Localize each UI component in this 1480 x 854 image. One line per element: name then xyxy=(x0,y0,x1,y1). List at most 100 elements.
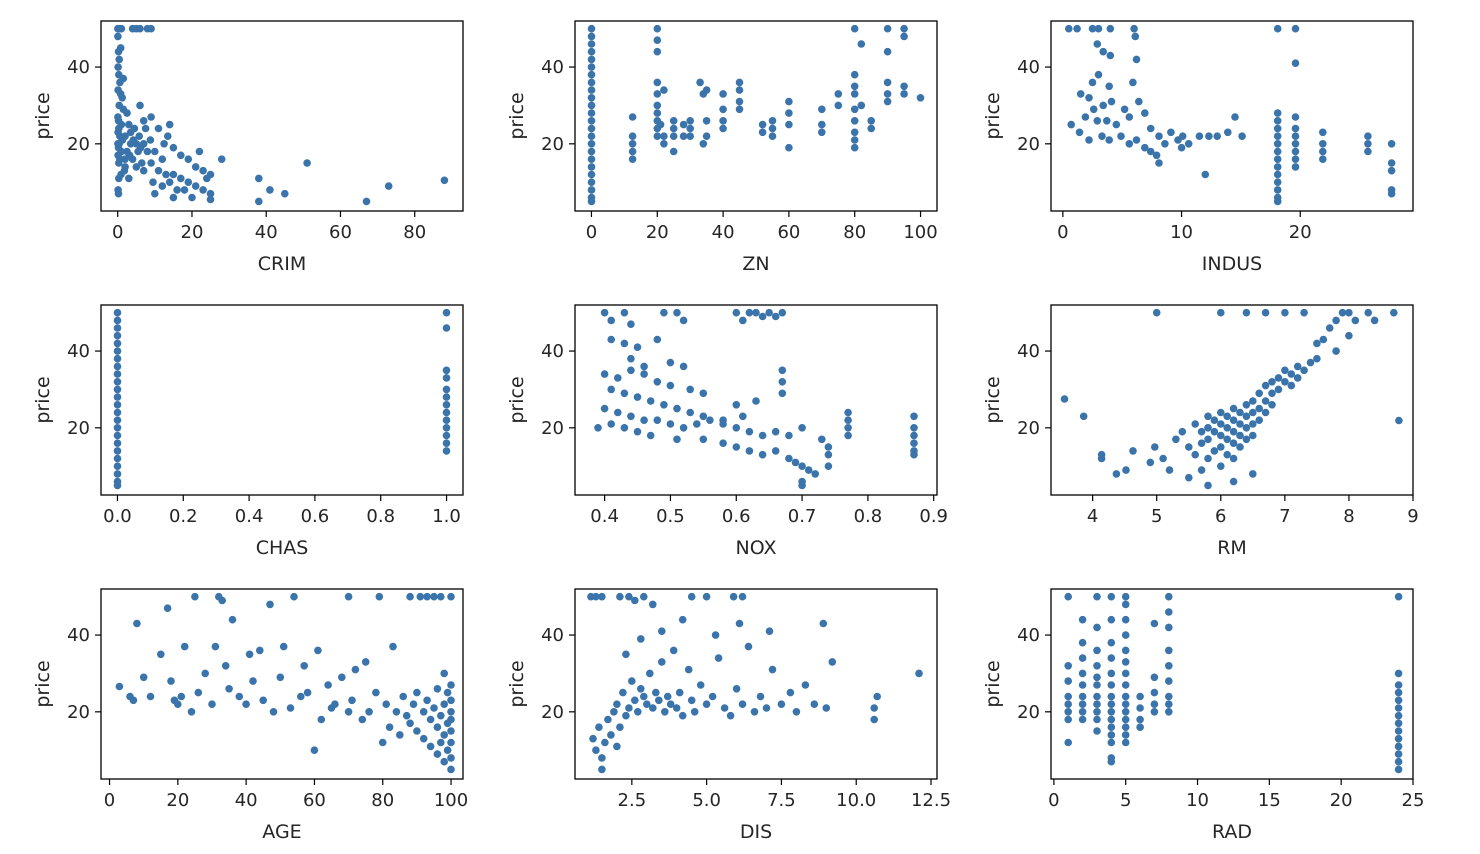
data-point xyxy=(1313,339,1321,348)
data-point xyxy=(587,55,596,64)
data-point xyxy=(690,708,699,716)
data-point xyxy=(666,700,675,708)
x-tick-label: 0.9 xyxy=(919,506,948,527)
data-point xyxy=(113,308,122,317)
data-point xyxy=(188,193,196,202)
data-point xyxy=(684,665,693,674)
x-tick-label: 10 xyxy=(1170,222,1193,243)
data-point xyxy=(1177,143,1186,152)
data-point xyxy=(1229,404,1238,413)
data-point xyxy=(1300,366,1308,375)
axes-frame xyxy=(1050,304,1414,496)
data-point xyxy=(114,189,123,198)
data-point xyxy=(1079,412,1088,421)
data-point xyxy=(673,404,681,413)
data-point xyxy=(1107,757,1116,766)
data-point xyxy=(1093,681,1101,689)
data-point xyxy=(765,627,774,635)
data-point xyxy=(819,619,828,628)
data-point xyxy=(113,362,122,371)
data-point xyxy=(1121,615,1130,624)
data-point xyxy=(1064,738,1072,747)
data-point xyxy=(303,159,311,167)
data-point xyxy=(745,447,754,455)
data-point xyxy=(442,366,451,375)
y-tick-label: 20 xyxy=(541,702,564,723)
data-point xyxy=(206,189,215,198)
data-point xyxy=(266,600,274,609)
data-point xyxy=(804,466,813,474)
data-point xyxy=(627,354,635,363)
data-point xyxy=(798,462,806,471)
data-point xyxy=(1394,704,1403,712)
data-point xyxy=(653,24,662,33)
data-point xyxy=(1291,163,1300,171)
data-point xyxy=(1364,147,1372,156)
data-point xyxy=(1236,408,1244,417)
data-point xyxy=(867,124,875,133)
data-point xyxy=(1273,24,1282,33)
subplot-rad: 0 5 10 15 20 25 20 40 RAD price xyxy=(982,588,1424,843)
x-tick-label: 100 xyxy=(903,222,937,243)
x-tick-label: 9 xyxy=(1407,506,1418,527)
x-tick-label: 0.5 xyxy=(656,506,685,527)
data-point xyxy=(1132,55,1141,64)
data-point xyxy=(125,174,133,183)
data-point xyxy=(1121,738,1130,747)
data-point xyxy=(228,615,237,624)
data-point xyxy=(818,435,826,444)
data-point xyxy=(1201,170,1210,179)
data-point xyxy=(720,704,729,712)
data-point xyxy=(297,692,305,701)
data-point xyxy=(1387,166,1396,175)
data-point xyxy=(129,136,138,144)
data-point xyxy=(419,708,428,716)
data-point xyxy=(1249,397,1257,405)
data-point xyxy=(1231,113,1239,121)
data-point xyxy=(587,86,596,94)
data-point xyxy=(114,32,122,41)
y-tick-label: 40 xyxy=(67,57,90,78)
data-point xyxy=(587,178,596,186)
data-point xyxy=(660,401,668,409)
data-point xyxy=(249,677,257,685)
data-point xyxy=(167,677,175,685)
data-point xyxy=(610,708,618,716)
data-point xyxy=(1078,638,1087,647)
data-point xyxy=(660,140,668,148)
data-point xyxy=(1132,136,1141,144)
x-tick-label: 0.4 xyxy=(590,506,619,527)
x-tick-label: 20 xyxy=(166,790,189,811)
data-point xyxy=(1107,654,1116,662)
data-point xyxy=(1273,163,1282,171)
data-point xyxy=(1223,424,1231,432)
y-axis-label: price xyxy=(982,376,1004,423)
data-point xyxy=(660,86,668,94)
data-point xyxy=(133,619,141,628)
data-point xyxy=(587,186,596,194)
data-point xyxy=(375,592,384,601)
data-point xyxy=(628,155,637,163)
x-axis-label: CRIM xyxy=(258,253,306,275)
data-point xyxy=(811,470,819,478)
data-point xyxy=(1121,631,1130,639)
data-point xyxy=(1313,354,1321,363)
data-point xyxy=(620,389,629,398)
data-point xyxy=(113,316,122,325)
data-point xyxy=(1236,420,1244,428)
y-tick-label: 20 xyxy=(541,418,564,439)
data-point xyxy=(1081,113,1090,121)
data-point xyxy=(221,662,230,670)
data-point xyxy=(850,105,859,114)
data-point xyxy=(1291,147,1300,156)
data-point xyxy=(113,431,122,440)
x-tick-label: 6 xyxy=(1215,506,1226,527)
data-point xyxy=(1093,623,1101,632)
data-point xyxy=(286,704,295,712)
data-point xyxy=(834,101,843,110)
data-point xyxy=(113,393,122,401)
data-point xyxy=(628,140,637,148)
data-point xyxy=(1106,51,1115,60)
subplot-rm: 4 5 6 7 8 9 20 40 RM price xyxy=(982,304,1419,559)
data-point xyxy=(771,312,780,321)
